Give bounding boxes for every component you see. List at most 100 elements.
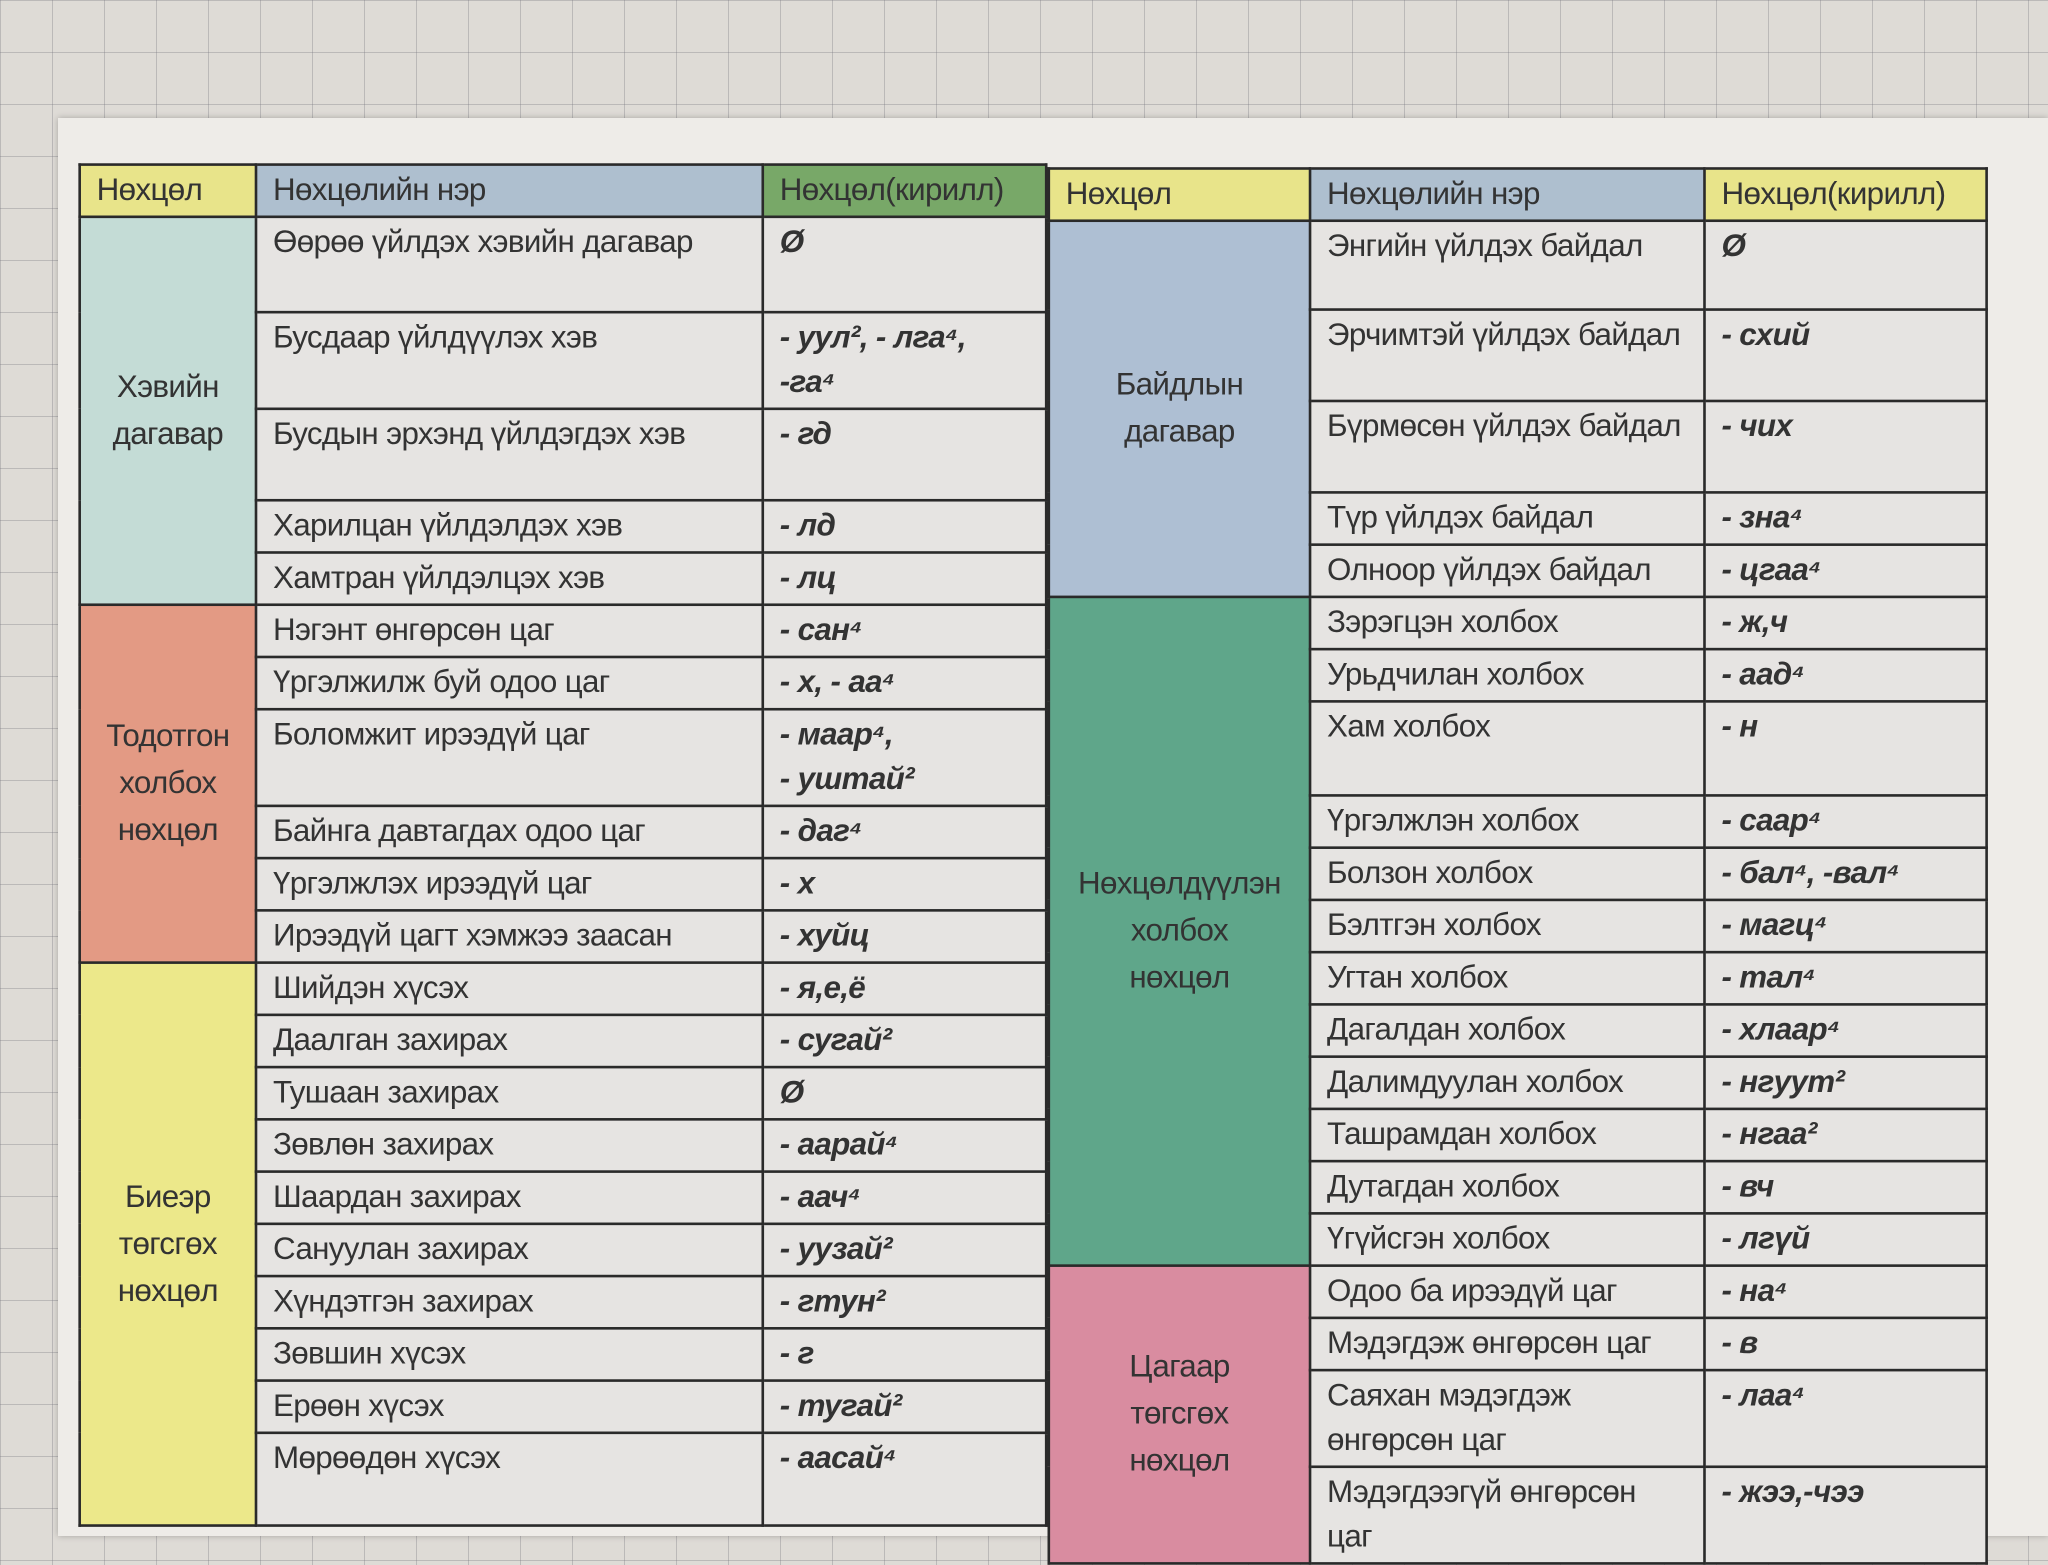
suffix-cyrillic-cell: - маар⁴, - уштай²: [761, 707, 1048, 808]
suffix-name-cell: Шийдэн хүсэх: [254, 961, 765, 1017]
suffix-cyrillic-cell: - лд: [761, 498, 1048, 554]
suffix-cyrillic-cell: - ж,ч: [1703, 595, 1988, 651]
table-row: Зөвшин хүсэх - г: [80, 1327, 1048, 1382]
suffix-name-cell: Мэдэгдэж өнгөрсөн цаг: [1308, 1316, 1706, 1372]
header-suffix-name: Нөхцөлийн нэр: [1308, 167, 1706, 223]
group-label-cell: Хэвийн дагавар: [78, 215, 258, 607]
suffix-cyrillic-cell: - магц⁴: [1703, 898, 1988, 954]
table-row: Байдлын дагавар Энгийн үйлдэх байдал Ø: [1047, 219, 1988, 599]
suffix-name-cell: Байнга давтагдах одоо цаг: [254, 804, 765, 860]
suffix-cyrillic-cell: - нгаа²: [1703, 1107, 1988, 1163]
suffix-cyrillic-cell: - жээ,-чээ: [1703, 1465, 1988, 1565]
suffix-cyrillic-cell: - уул², - лга⁴, -га⁴: [761, 310, 1048, 411]
table-row: Бусдаар үйлдүүлэх хэв - уул², - лга⁴, -га…: [80, 310, 1048, 411]
table-row: Харилцан үйлдэлдэх хэв - лд: [80, 498, 1048, 554]
suffix-cyrillic-cell: - схий: [1703, 308, 1988, 403]
table-row: Угтан холбох - тал⁴: [1049, 950, 1988, 1006]
table-row: Үргэлжилж буй одоо цаг - х, - аа⁴: [80, 655, 1048, 711]
table-row: Үргэлжлэн холбох - саар⁴: [1049, 794, 1988, 849]
suffix-name-cell: Сануулан захирах: [254, 1222, 765, 1278]
table-row: Дагалдан холбох - хлаар⁴: [1049, 1003, 1988, 1058]
suffix-name-cell: Угтан холбох: [1308, 950, 1706, 1006]
suffix-name-cell: Шаардан захирах: [254, 1170, 765, 1226]
suffix-cyrillic-cell: - даг⁴: [761, 804, 1048, 860]
table-row: Бүрмөсөн үйлдэх байдал - чих: [1049, 399, 1988, 494]
suffix-cyrillic-cell: Ø: [761, 215, 1048, 314]
header-suffix-cyrillic: Нөхцөл(кирилл): [761, 163, 1048, 219]
suffix-cyrillic-cell: - зна⁴: [1703, 491, 1988, 546]
table-row: Байнга давтагдах одоо цаг - даг⁴: [80, 804, 1048, 860]
suffix-cyrillic-cell: - тугай²: [761, 1379, 1048, 1435]
table-row: Далимдуулан холбох - нгуут²: [1049, 1055, 1988, 1111]
table-row: Мэдэгдэж өнгөрсөн цаг - в: [1049, 1316, 1988, 1372]
suffix-name-cell: Хүндэтгэн захирах: [254, 1274, 765, 1330]
table-row: Зөвлөн захирах - аарай⁴: [80, 1118, 1048, 1173]
header-suffix-name: Нөхцөлийн нэр: [254, 163, 765, 219]
suffix-name-cell: Зэрэгцэн холбох: [1308, 595, 1706, 651]
suffix-cyrillic-cell: - саар⁴: [1703, 794, 1988, 849]
suffix-cyrillic-cell: - гд: [761, 407, 1048, 502]
suffix-cyrillic-cell: - уузай²: [761, 1222, 1048, 1278]
suffix-name-cell: Өөрөө үйлдэх хэвийн дагавар: [254, 215, 765, 314]
suffix-name-cell: Үргэлжилж буй одоо цаг: [254, 655, 765, 711]
suffix-cyrillic-cell: - хуйц: [761, 909, 1048, 964]
table-row: Шаардан захирах - аач⁴: [80, 1170, 1048, 1226]
suffix-name-cell: Нэгэнт өнгөрсөн цаг: [254, 603, 765, 659]
group-label-cell: Цагаар төгсгөх нөхцөл: [1047, 1264, 1312, 1565]
suffix-cyrillic-cell: - я,е,ё: [761, 961, 1048, 1017]
suffix-table-left: Нөхцөл Нөхцөлийн нэр Нөхцөл(кирилл) Хэвийн …: [78, 163, 1048, 1527]
table-row: Хүндэтгэн захирах - гтун²: [80, 1274, 1048, 1330]
table-row: Ерөөн хүсэх - тугай²: [80, 1379, 1048, 1435]
suffix-cyrillic-cell: - лгүй: [1703, 1212, 1988, 1267]
table-row: Ирээдүй цагт хэмжээ заасан - хуйц: [80, 909, 1048, 964]
group-label-cell: Байдлын дагавар: [1047, 219, 1312, 599]
table-row: Үргэлжлэх ирээдүй цаг - х: [80, 856, 1048, 912]
suffix-name-cell: Хам холбох: [1308, 700, 1706, 797]
table-row: Нөхцөлдүүлэн холбох нөхцөл Зэрэгцэн холбо…: [1047, 595, 1988, 1267]
suffix-name-cell: Бусдын эрхэнд үйлдэгдэх хэв: [254, 407, 765, 502]
table-row: Хамтран үйлдэлцэх хэв - лц: [80, 551, 1048, 607]
table-row: Цагаар төгсгөх нөхцөл Одоо ба ирээдүй цаг…: [1047, 1264, 1988, 1565]
suffix-cyrillic-cell: - сугай²: [761, 1013, 1048, 1069]
suffix-name-cell: Даалган захирах: [254, 1013, 765, 1069]
table-row: Саяхан мэдэгдэж өнгөрсөн цаг - лаа⁴: [1049, 1368, 1988, 1469]
table-row: Биеэр төгсгөх нөхцөл Шийдэн хүсэх - я,е,ё: [78, 961, 1048, 1527]
suffix-name-cell: Зөвшин хүсэх: [254, 1327, 765, 1382]
suffix-name-cell: Ташрамдан холбох: [1308, 1107, 1706, 1163]
table-row: Эрчимтэй үйлдэх байдал - схий: [1049, 308, 1988, 403]
suffix-name-cell: Зөвлөн захирах: [254, 1118, 765, 1173]
suffix-cyrillic-cell: - чих: [1703, 399, 1988, 494]
suffix-name-cell: Мөрөөдөн хүсэх: [254, 1431, 765, 1527]
group-label-cell: Нөхцөлдүүлэн холбох нөхцөл: [1047, 595, 1312, 1267]
suffix-name-cell: Дутагдан холбох: [1308, 1159, 1706, 1215]
suffix-cyrillic-cell: - х: [761, 856, 1048, 912]
suffix-name-cell: Олноор үйлдэх байдал: [1308, 543, 1706, 599]
suffix-cyrillic-cell: - г: [761, 1327, 1048, 1382]
suffix-name-cell: Харилцан үйлдэлдэх хэв: [254, 498, 765, 554]
suffix-cyrillic-cell: - аарай⁴: [761, 1118, 1048, 1173]
suffix-name-cell: Одоо ба ирээдүй цаг: [1308, 1264, 1706, 1320]
header-row: Нөхцөл Нөхцөлийн нэр Нөхцөл(кирилл): [1047, 167, 1988, 223]
table-row: Боломжит ирээдүй цаг - маар⁴, - уштай²: [80, 707, 1048, 808]
suffix-name-cell: Саяхан мэдэгдэж өнгөрсөн цаг: [1308, 1368, 1706, 1469]
suffix-name-cell: Энгийн үйлдэх байдал: [1308, 219, 1706, 311]
table-row: Тодотгон холбох нөхцөл Нэгэнт өнгөрсөн ца…: [78, 603, 1048, 964]
suffix-cyrillic-cell: - аач⁴: [761, 1170, 1048, 1226]
table-row: Сануулан захирах - уузай²: [80, 1222, 1048, 1278]
table-row: Болзон холбох - бал⁴, -вал⁴: [1049, 846, 1988, 902]
suffix-name-cell: Тушаан захирах: [254, 1065, 765, 1121]
table-row: Хам холбох - н: [1049, 700, 1988, 797]
table-row: Тушаан захирах Ø: [80, 1065, 1048, 1121]
suffix-cyrillic-cell: - нгуут²: [1703, 1055, 1988, 1111]
suffix-name-cell: Түр үйлдэх байдал: [1308, 491, 1706, 546]
table-row: Ташрамдан холбох - нгаа²: [1049, 1107, 1988, 1163]
suffix-cyrillic-cell: - аасай⁴: [761, 1431, 1048, 1527]
suffix-name-cell: Дагалдан холбох: [1308, 1003, 1706, 1058]
suffix-name-cell: Хамтран үйлдэлцэх хэв: [254, 551, 765, 607]
table-row: Олноор үйлдэх байдал - цгаа⁴: [1049, 543, 1988, 599]
suffix-cyrillic-cell: - бал⁴, -вал⁴: [1703, 846, 1988, 902]
table-row: Даалган захирах - сугай²: [80, 1013, 1048, 1069]
suffix-name-cell: Бүрмөсөн үйлдэх байдал: [1308, 399, 1706, 494]
suffix-cyrillic-cell: - сан⁴: [761, 603, 1048, 659]
